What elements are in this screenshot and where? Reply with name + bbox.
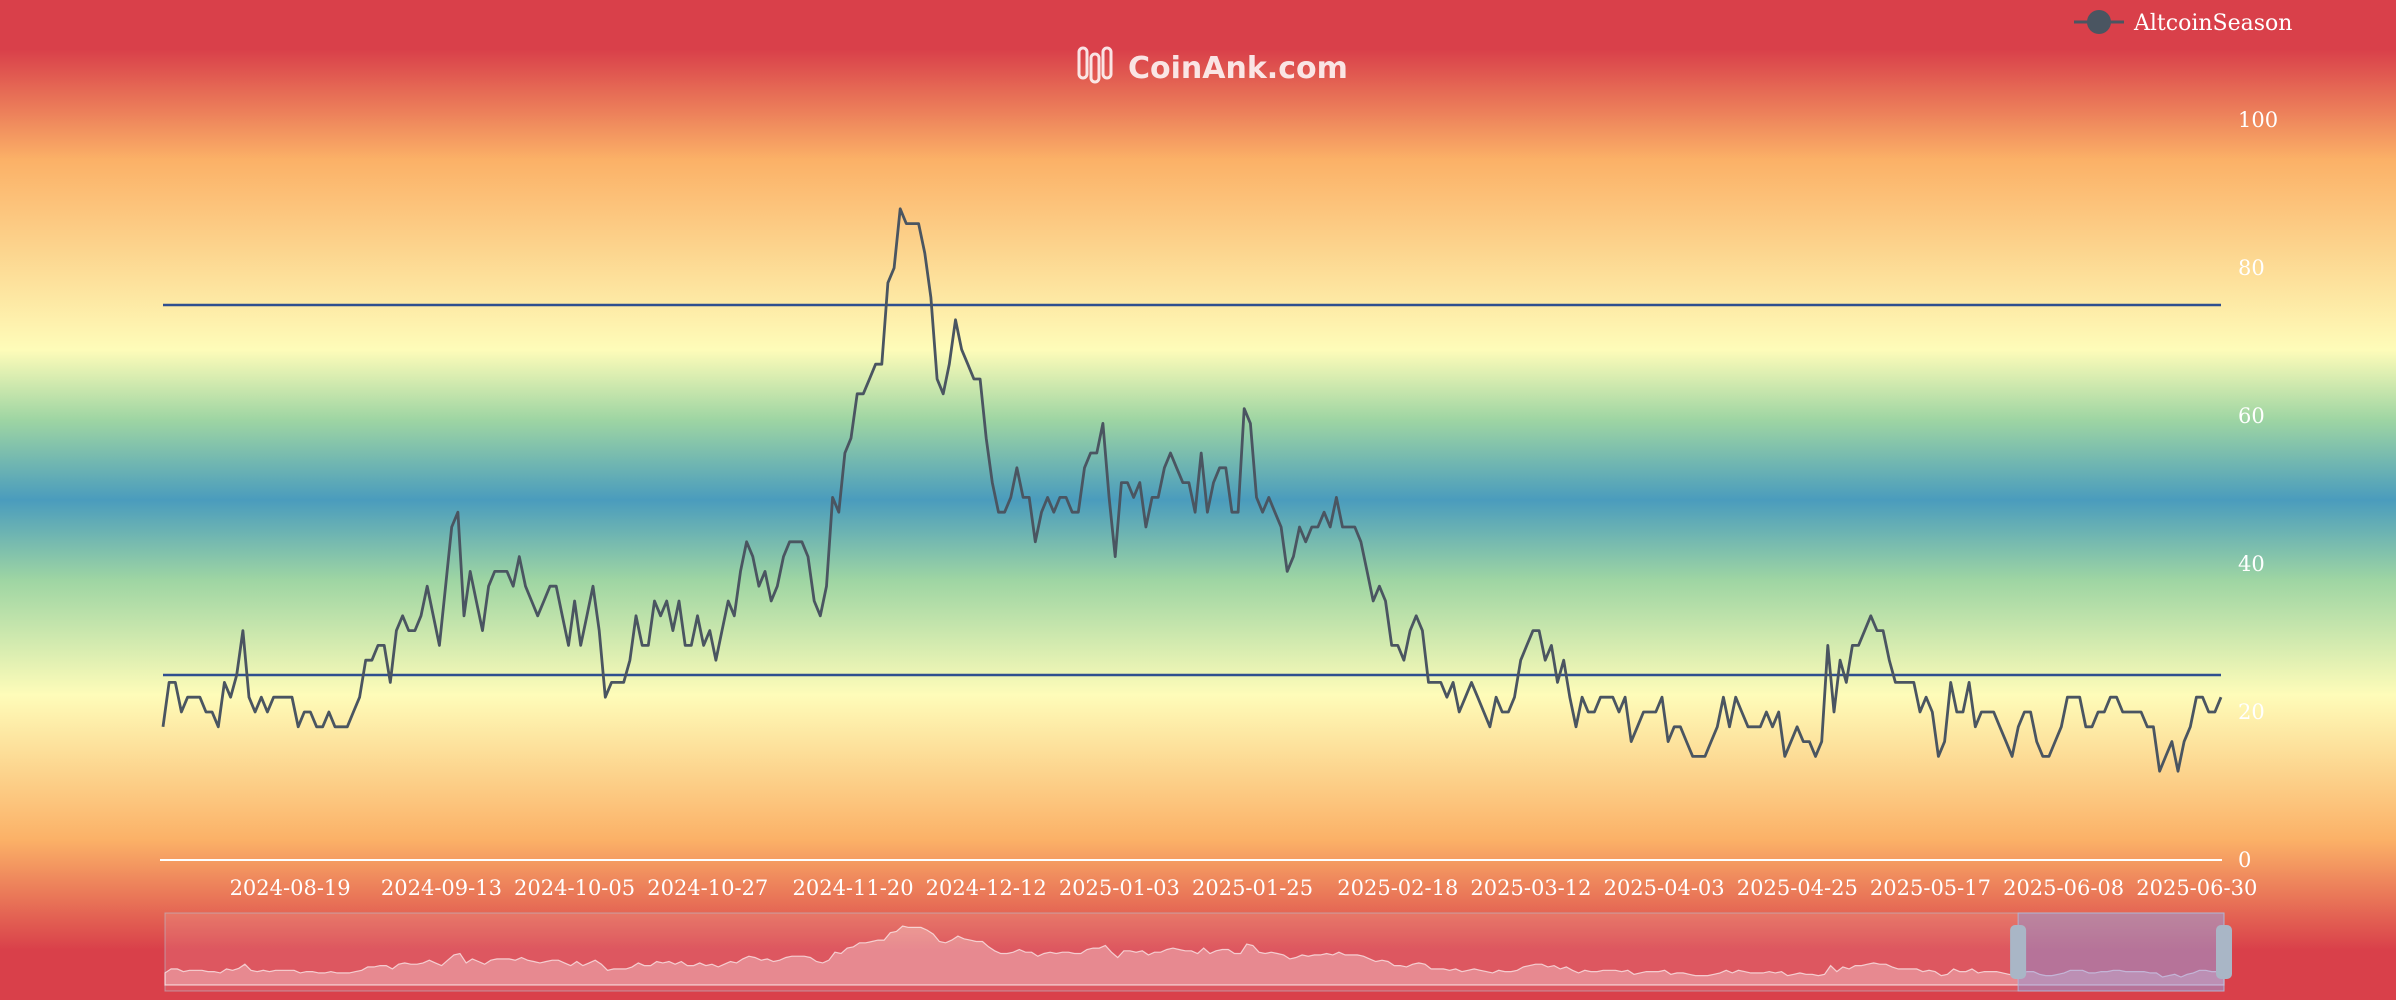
data-zoom-left-handle[interactable] xyxy=(2010,925,2027,979)
data-zoom-right-handle[interactable] xyxy=(2216,925,2232,979)
watermark-text: CoinAnk.com xyxy=(1128,51,1348,86)
reference-lines xyxy=(163,303,2221,677)
x-tick-label: 2024-08-19 xyxy=(230,876,351,900)
y-tick-label: 20 xyxy=(2238,700,2265,724)
data-zoom-selected-window[interactable] xyxy=(2017,912,2225,992)
y-tick-label: 60 xyxy=(2238,404,2265,428)
x-tick-label: 2025-04-03 xyxy=(1604,876,1725,900)
x-axis: 2024-08-19 2024-09-13 2024-10-05 2024-10-27… xyxy=(230,876,2258,900)
x-tick-label: 2025-06-08 xyxy=(2003,876,2124,900)
x-tick-label: 2025-04-25 xyxy=(1737,876,1858,900)
x-tick-label: 2024-12-12 xyxy=(926,876,1047,900)
x-tick-label: 2024-10-27 xyxy=(647,876,768,900)
y-tick-label: 40 xyxy=(2238,552,2265,576)
x-tick-label: 2025-05-17 xyxy=(1870,876,1991,900)
x-tick-label: 2025-06-30 xyxy=(2136,876,2257,900)
y-axis: 0 20 40 60 80 100 xyxy=(2238,108,2278,872)
y-tick-label: 100 xyxy=(2238,108,2278,132)
x-tick-label: 2024-11-20 xyxy=(792,876,913,900)
altcoin-season-line[interactable] xyxy=(161,207,2223,773)
y-tick-label: 80 xyxy=(2238,256,2265,280)
x-tick-label: 2025-02-18 xyxy=(1337,876,1458,900)
data-zoom-preview-area xyxy=(164,925,2225,986)
legend[interactable]: AltcoinSeason xyxy=(2074,10,2292,36)
x-tick-label: 2025-01-25 xyxy=(1192,876,1313,900)
watermark: CoinAnk.com xyxy=(1077,46,1348,86)
x-tick-label: 2024-10-05 xyxy=(514,876,635,900)
legend-marker-icon xyxy=(2087,10,2111,34)
x-tick-label: 2025-01-03 xyxy=(1059,876,1180,900)
x-tick-label: 2024-09-13 xyxy=(381,876,502,900)
y-tick-label: 0 xyxy=(2238,848,2251,872)
data-zoom[interactable] xyxy=(164,912,2232,992)
plot-series xyxy=(161,207,2223,773)
coinank-logo-icon xyxy=(1077,46,1113,84)
legend-label: AltcoinSeason xyxy=(2133,11,2292,36)
x-tick-label: 2025-03-12 xyxy=(1470,876,1591,900)
